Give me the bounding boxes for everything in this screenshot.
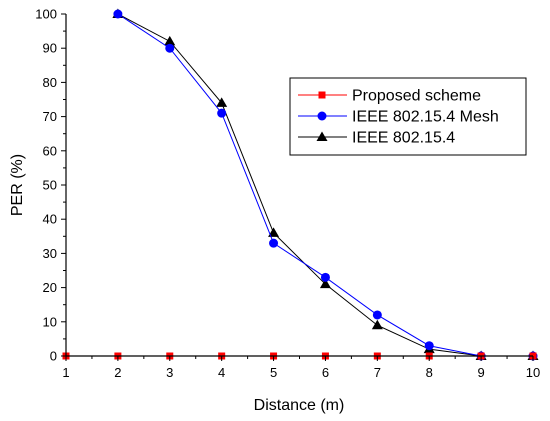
- legend-entry-1: Proposed scheme: [298, 88, 481, 105]
- legend-entry-2: IEEE 802.15.4 Mesh: [298, 109, 499, 126]
- series-2-point-1: [113, 9, 123, 19]
- series-3-point-5: [319, 278, 331, 289]
- x-tick-label: 9: [477, 365, 484, 380]
- x-tick-label: 8: [426, 365, 433, 380]
- y-tick-label: 20: [43, 280, 57, 295]
- legend-marker: [318, 91, 326, 99]
- legend-marker: [317, 111, 327, 121]
- legend-label: Proposed scheme: [352, 88, 481, 105]
- x-tick-label: 7: [374, 365, 381, 380]
- y-tick-label: 80: [43, 75, 57, 90]
- x-tick-label: 10: [526, 365, 540, 380]
- legend-label: IEEE 802.15.4: [352, 130, 455, 147]
- y-tick-label: 90: [43, 41, 57, 56]
- series-2-point-5: [320, 272, 330, 282]
- x-tick-label: 4: [218, 365, 225, 380]
- x-tick-label: 6: [322, 365, 329, 380]
- series-3-point-4: [268, 227, 280, 237]
- y-axis-title: PER (%): [9, 154, 26, 216]
- series-3-point-6: [371, 319, 383, 330]
- series-2-point-3: [217, 108, 227, 118]
- x-tick-label: 1: [62, 365, 69, 380]
- x-tick-label: 2: [114, 365, 121, 380]
- y-tick-label: 60: [43, 143, 57, 158]
- series-2-point-7: [424, 341, 434, 351]
- legend-marker: [316, 131, 328, 141]
- legend-label: IEEE 802.15.4 Mesh: [352, 109, 499, 126]
- y-tick-label: 30: [43, 246, 57, 261]
- x-tick-label: 3: [166, 365, 173, 380]
- y-tick-label: 100: [35, 7, 57, 22]
- y-tick-label: 70: [43, 109, 57, 124]
- series-3-point-3: [216, 97, 228, 107]
- series-3-point-2: [164, 35, 176, 46]
- legend-entry-3: IEEE 802.15.4: [298, 130, 455, 147]
- y-tick-label: 50: [43, 178, 57, 193]
- series-2-point-4: [269, 238, 279, 248]
- legend: Proposed scheme IEEE 802.15.4 Mesh IEEE 80…: [289, 77, 527, 156]
- series-2-point-2: [165, 43, 175, 53]
- y-tick-label: 10: [43, 314, 57, 329]
- x-axis-title: Distance (m): [254, 397, 345, 414]
- series-2-point-6: [372, 310, 382, 320]
- y-tick-label: 0: [50, 349, 57, 364]
- x-tick-label: 5: [270, 365, 277, 380]
- y-tick-label: 40: [43, 212, 57, 227]
